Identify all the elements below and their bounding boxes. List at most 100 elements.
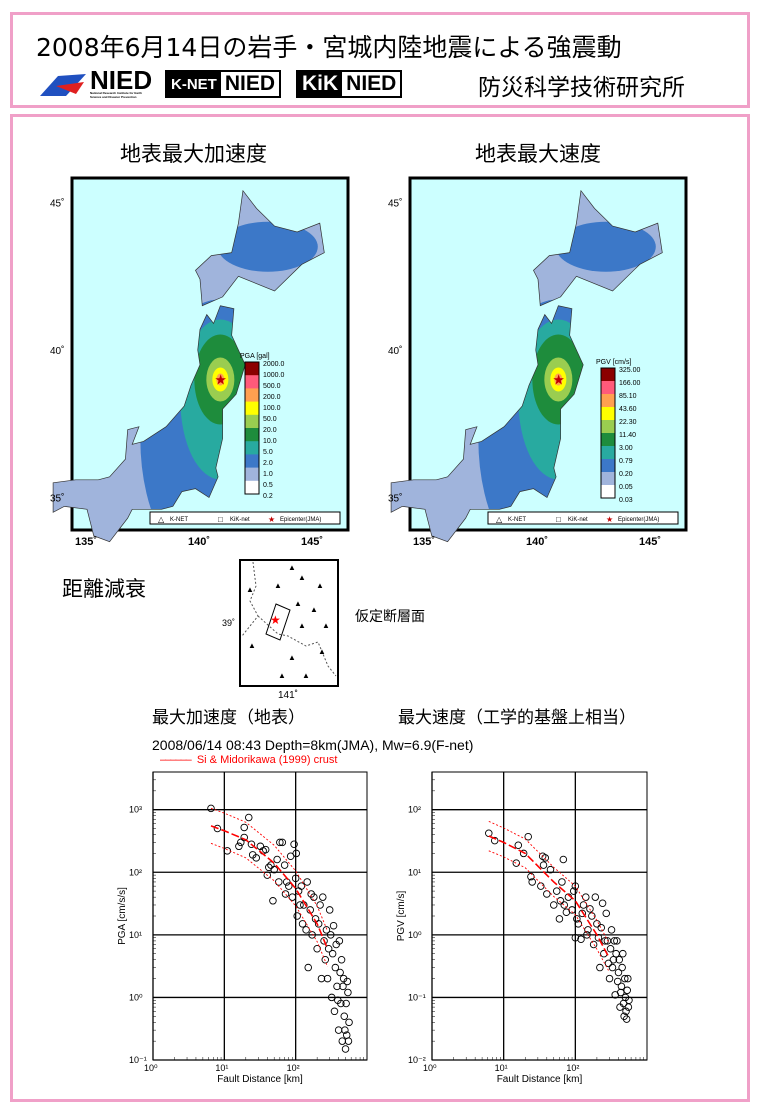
data-point <box>602 909 610 918</box>
key-label: K-NET <box>508 517 526 523</box>
data-point <box>560 901 568 909</box>
data-point <box>310 893 318 901</box>
key-symbol-icon: △ <box>496 515 503 524</box>
svg-text:▲: ▲ <box>288 653 296 662</box>
data-point <box>582 893 590 901</box>
lat-label: 45˚ <box>388 198 402 210</box>
hokkaido-outline <box>195 189 325 307</box>
y-tick-label: 10¹ <box>129 930 142 940</box>
svg-text:▲: ▲ <box>302 671 310 680</box>
data-point <box>302 926 310 934</box>
pga-map-title: 地表最大加速度 <box>120 142 267 166</box>
legend-label: 2.0 <box>263 460 273 467</box>
nied-wave-icon <box>40 74 86 96</box>
data-point <box>558 878 566 886</box>
legend-title: PGV [cm/s] <box>596 359 631 366</box>
data-point <box>240 833 248 842</box>
data-point <box>291 874 300 883</box>
lon-label: 145˚ <box>301 536 323 548</box>
data-point <box>622 1007 630 1016</box>
lon-label: 135˚ <box>413 536 435 548</box>
data-point <box>273 855 281 864</box>
legend-label: 1.0 <box>263 471 273 478</box>
data-point <box>320 937 328 945</box>
legend-label: 0.79 <box>619 458 633 465</box>
data-point <box>344 988 352 997</box>
legend-swatch <box>601 394 615 408</box>
legend-swatch <box>245 388 259 403</box>
data-point <box>614 968 623 977</box>
svg-text:▲: ▲ <box>288 563 296 572</box>
data-point <box>578 909 587 918</box>
legend-label: 200.0 <box>263 394 281 401</box>
honshu-outline <box>390 305 584 543</box>
data-point <box>605 974 614 983</box>
plot-area <box>431 771 648 1061</box>
data-point <box>276 838 284 847</box>
legend-label: 20.0 <box>263 427 277 434</box>
legend-swatch <box>601 485 615 499</box>
svg-text:▲: ▲ <box>322 621 330 630</box>
data-point <box>339 982 347 991</box>
data-point <box>514 841 523 850</box>
legend-label: 0.05 <box>619 484 633 491</box>
data-point <box>337 955 346 964</box>
y-axis-label: PGV [cm/s] <box>396 890 407 941</box>
data-point <box>574 920 583 928</box>
y-tick-label: 10¹ <box>408 867 421 877</box>
data-point <box>555 915 564 923</box>
assumed-fault-label: 仮定断層面 <box>355 609 425 625</box>
model-curve-upper <box>210 807 328 932</box>
map-key <box>487 511 679 525</box>
model-legend: –––––– Si & Midorikawa (1999) crust <box>160 754 338 766</box>
key-label: KiK-net <box>230 517 250 523</box>
data-point <box>579 901 588 909</box>
data-point <box>598 899 607 907</box>
legend-label: 166.00 <box>619 380 641 387</box>
data-point <box>323 974 332 983</box>
data-point <box>303 878 311 886</box>
x-tick-label: 10² <box>566 1063 579 1073</box>
key-symbol-icon: △ <box>158 515 165 524</box>
data-point <box>340 1012 349 1021</box>
fault-inset-map: ★ ▲▲▲ ▲ ▲▲▲▲ ▲▲▲▲▲ ▲ 39˚ 141˚ <box>222 559 339 701</box>
data-point <box>568 906 576 914</box>
legend-frame <box>244 361 260 495</box>
svg-text:▲: ▲ <box>298 573 306 582</box>
data-point <box>298 920 307 928</box>
y-tick-label: 10⁰ <box>408 930 422 940</box>
data-point <box>610 937 619 945</box>
data-point <box>344 1037 353 1045</box>
data-point <box>263 871 272 879</box>
data-point <box>571 882 580 890</box>
y-tick-label: 10⁻¹ <box>408 992 426 1002</box>
svg-text:▲: ▲ <box>278 671 286 680</box>
x-tick-label: 10⁰ <box>144 1063 158 1073</box>
data-point <box>321 955 330 964</box>
data-point <box>333 982 341 991</box>
data-point <box>591 893 600 901</box>
legend-swatch <box>601 368 615 382</box>
data-point <box>328 949 337 958</box>
x-tick-label: 10¹ <box>495 1063 508 1073</box>
legend-label: 22.30 <box>619 419 637 426</box>
legend-swatch <box>245 414 259 429</box>
data-point <box>329 921 338 930</box>
legend-label: 0.2 <box>263 493 273 500</box>
legend-swatch <box>245 480 259 495</box>
intensity-zone <box>217 221 318 272</box>
legend-swatch <box>245 375 259 389</box>
data-point <box>609 955 618 964</box>
lon-label: 135˚ <box>75 536 97 548</box>
data-point <box>619 949 627 958</box>
svg-text:▲: ▲ <box>298 621 306 630</box>
data-point <box>345 1018 353 1027</box>
attenuation-section-title: 距離減衰 <box>62 577 146 601</box>
content-panel <box>10 114 750 1102</box>
pga-map: ★ 45˚ 40˚ 35˚ 135˚ 140˚ 145˚ PGA [gal]2000.0 100… <box>50 176 350 548</box>
data-point <box>245 813 253 822</box>
y-tick-label: 10² <box>408 805 421 815</box>
data-point <box>341 1026 349 1034</box>
data-point <box>343 977 352 986</box>
